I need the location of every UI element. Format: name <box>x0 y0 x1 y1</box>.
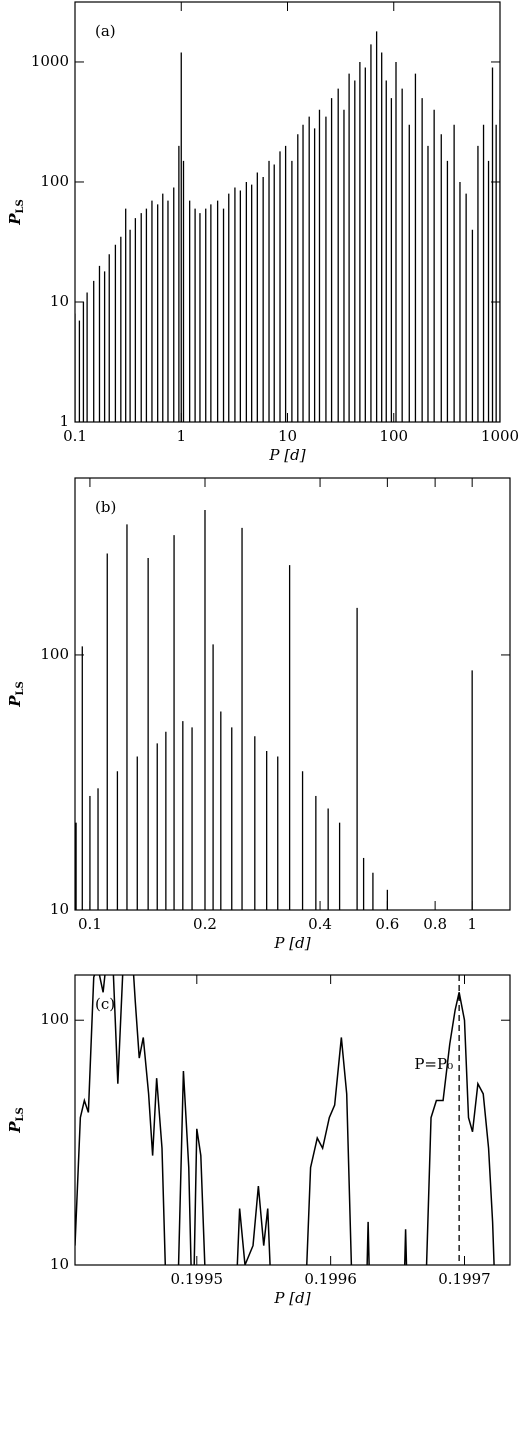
x-tick-label: 0.1 <box>63 427 87 445</box>
y-tick-label: 10 <box>50 1255 69 1273</box>
plot-area <box>75 975 495 1265</box>
x-tick-label: 1000 <box>481 427 519 445</box>
x-tick-label: 0.4 <box>308 915 332 933</box>
panel-label: (b) <box>95 498 116 516</box>
x-tick-label: 1 <box>467 915 477 933</box>
y-tick-label: 100 <box>40 172 69 190</box>
frame <box>74 974 511 1266</box>
x-tick-label: 0.1 <box>78 915 102 933</box>
panel-label: (c) <box>95 995 115 1013</box>
y-axis-label: PLS <box>6 1107 26 1134</box>
y-axis-label-main: P <box>6 213 24 226</box>
y-tick-label: 1000 <box>31 52 69 70</box>
y-axis-label-sub: LS <box>15 681 26 695</box>
x-axis-label: P [d] <box>273 934 310 952</box>
y-axis-label: PLS <box>6 681 26 708</box>
frame <box>74 477 511 911</box>
x-tick-label: 0.6 <box>375 915 399 933</box>
x-tick-label: 0.1995 <box>171 1270 224 1288</box>
y-tick-label: 10 <box>50 900 69 918</box>
x-tick-label: 100 <box>379 427 408 445</box>
x-axis-label: P [d] <box>268 446 305 464</box>
line <box>75 975 495 1265</box>
x-tick-label: 1 <box>176 427 186 445</box>
annotation: P=P₀ <box>414 1055 453 1073</box>
y-axis-label-main: P <box>6 695 24 708</box>
x-tick-label: 0.1996 <box>304 1270 357 1288</box>
y-tick-label: 10 <box>50 292 69 310</box>
plot-area <box>75 31 500 422</box>
x-axis-label: P [d] <box>273 1289 310 1307</box>
y-tick-label: 100 <box>40 645 69 663</box>
y-tick-label: 100 <box>40 1010 69 1028</box>
frame <box>74 1 501 423</box>
y-axis-label-sub: LS <box>15 1107 26 1121</box>
y-axis-label: PLS <box>6 199 26 226</box>
x-tick-label: 0.1997 <box>438 1270 491 1288</box>
y-tick-label: 1 <box>59 412 69 430</box>
panel-label: (a) <box>95 22 116 40</box>
y-axis-label-sub: LS <box>15 199 26 213</box>
x-tick-label: 10 <box>278 427 297 445</box>
x-tick-label: 0.8 <box>423 915 447 933</box>
x-tick-label: 0.2 <box>193 915 217 933</box>
y-axis-label-main: P <box>6 1121 24 1134</box>
plot-area <box>75 510 473 910</box>
